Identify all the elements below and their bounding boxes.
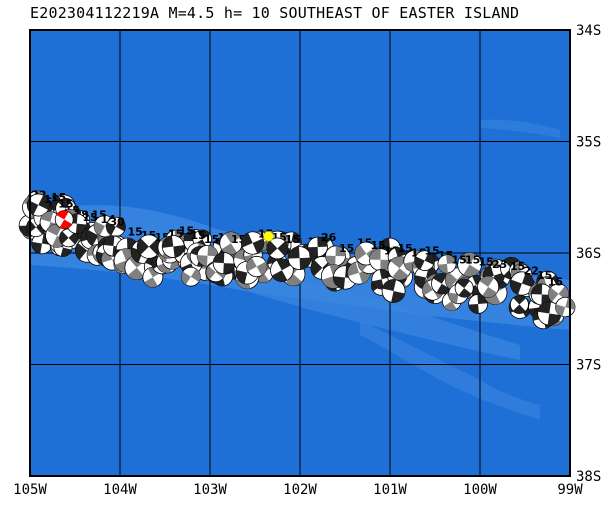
- mechanism-beachball: [219, 231, 243, 255]
- axis-tick-labels: 105W 104W 103W 102W 101W 100W 99W 34S 35S 36S 37S 3…: [13, 23, 601, 498]
- lon-tick-label: 104W: [103, 482, 137, 498]
- lat-tick-label: 36S: [576, 246, 601, 262]
- seamount-chain: [360, 320, 540, 420]
- mechanism-beachball: [414, 250, 435, 271]
- lon-tick-label: 102W: [283, 482, 317, 498]
- depth-label: 15: [128, 225, 143, 238]
- mechanism-beachball: [59, 228, 78, 248]
- depth-label: 23: [492, 258, 507, 271]
- depth-label: 15: [548, 276, 563, 289]
- mechanism-beachball: [181, 266, 201, 287]
- mechanism-beachball: [325, 245, 346, 267]
- mechanism-beachball: [161, 235, 185, 258]
- depth-label: 15: [465, 253, 480, 266]
- depth-label: 15: [510, 260, 525, 273]
- lon-tick-label: 103W: [193, 482, 227, 498]
- mechanism-beachball: [240, 231, 265, 255]
- mechanism-beachball: [477, 275, 500, 298]
- mechanism-beachball: [509, 295, 529, 314]
- depth-label: 15: [191, 229, 206, 242]
- lat-tick-label: 37S: [576, 358, 601, 374]
- depth-label: 15: [452, 253, 467, 266]
- mechanism-beachball: [287, 246, 312, 270]
- map-frame: [29, 29, 571, 477]
- page-title: E202304112219A M=4.5 h= 10 SOUTHEAST OF …: [30, 4, 520, 22]
- mechanism-beachball: [270, 258, 294, 282]
- mechanism-beachball: [530, 283, 553, 306]
- lon-tick-label: 100W: [463, 482, 497, 498]
- lon-tick-label: 101W: [373, 482, 407, 498]
- mechanism-beachball: [454, 278, 474, 298]
- mechanism-beachball: [369, 248, 392, 272]
- depth-label: 26: [321, 231, 337, 244]
- depth-label: 30: [110, 215, 126, 228]
- highlighted-mechanism: [54, 210, 74, 229]
- mechanism-beachball: [381, 279, 406, 303]
- depth-label: 22: [524, 264, 539, 277]
- lon-tick-label: 105W: [13, 482, 47, 498]
- lat-tick-label: 34S: [576, 23, 601, 39]
- depth-label: 15: [479, 256, 494, 269]
- shallow-patch: [480, 119, 560, 138]
- mechanism-beachball: [437, 254, 457, 274]
- depth-label: 15: [339, 242, 354, 255]
- mechanism-beachball: [457, 252, 482, 277]
- lon-tick-label: 99W: [557, 482, 583, 498]
- depth-label: 15: [285, 233, 300, 246]
- mechanism-beachball: [246, 255, 268, 278]
- depth-label: 15: [179, 224, 194, 237]
- depth-label: 15: [58, 198, 73, 211]
- depth-label: 15: [204, 233, 219, 246]
- lat-tick-label: 38S: [576, 469, 601, 485]
- focal-mechanisms: 2215151515151815151430151515151515151515…: [18, 189, 576, 330]
- epicenter-marker: [263, 230, 274, 242]
- lat-tick-label: 35S: [576, 135, 601, 151]
- depth-label: 15: [425, 244, 440, 257]
- depth-label: 15: [537, 269, 552, 282]
- mechanism-beachball: [307, 236, 328, 258]
- depth-label: 15: [83, 211, 98, 224]
- mechanism-beachball: [136, 234, 162, 259]
- mechanism-beachball: [468, 294, 489, 314]
- mechanism-beachball: [105, 216, 126, 237]
- mechanism-beachball: [509, 271, 534, 296]
